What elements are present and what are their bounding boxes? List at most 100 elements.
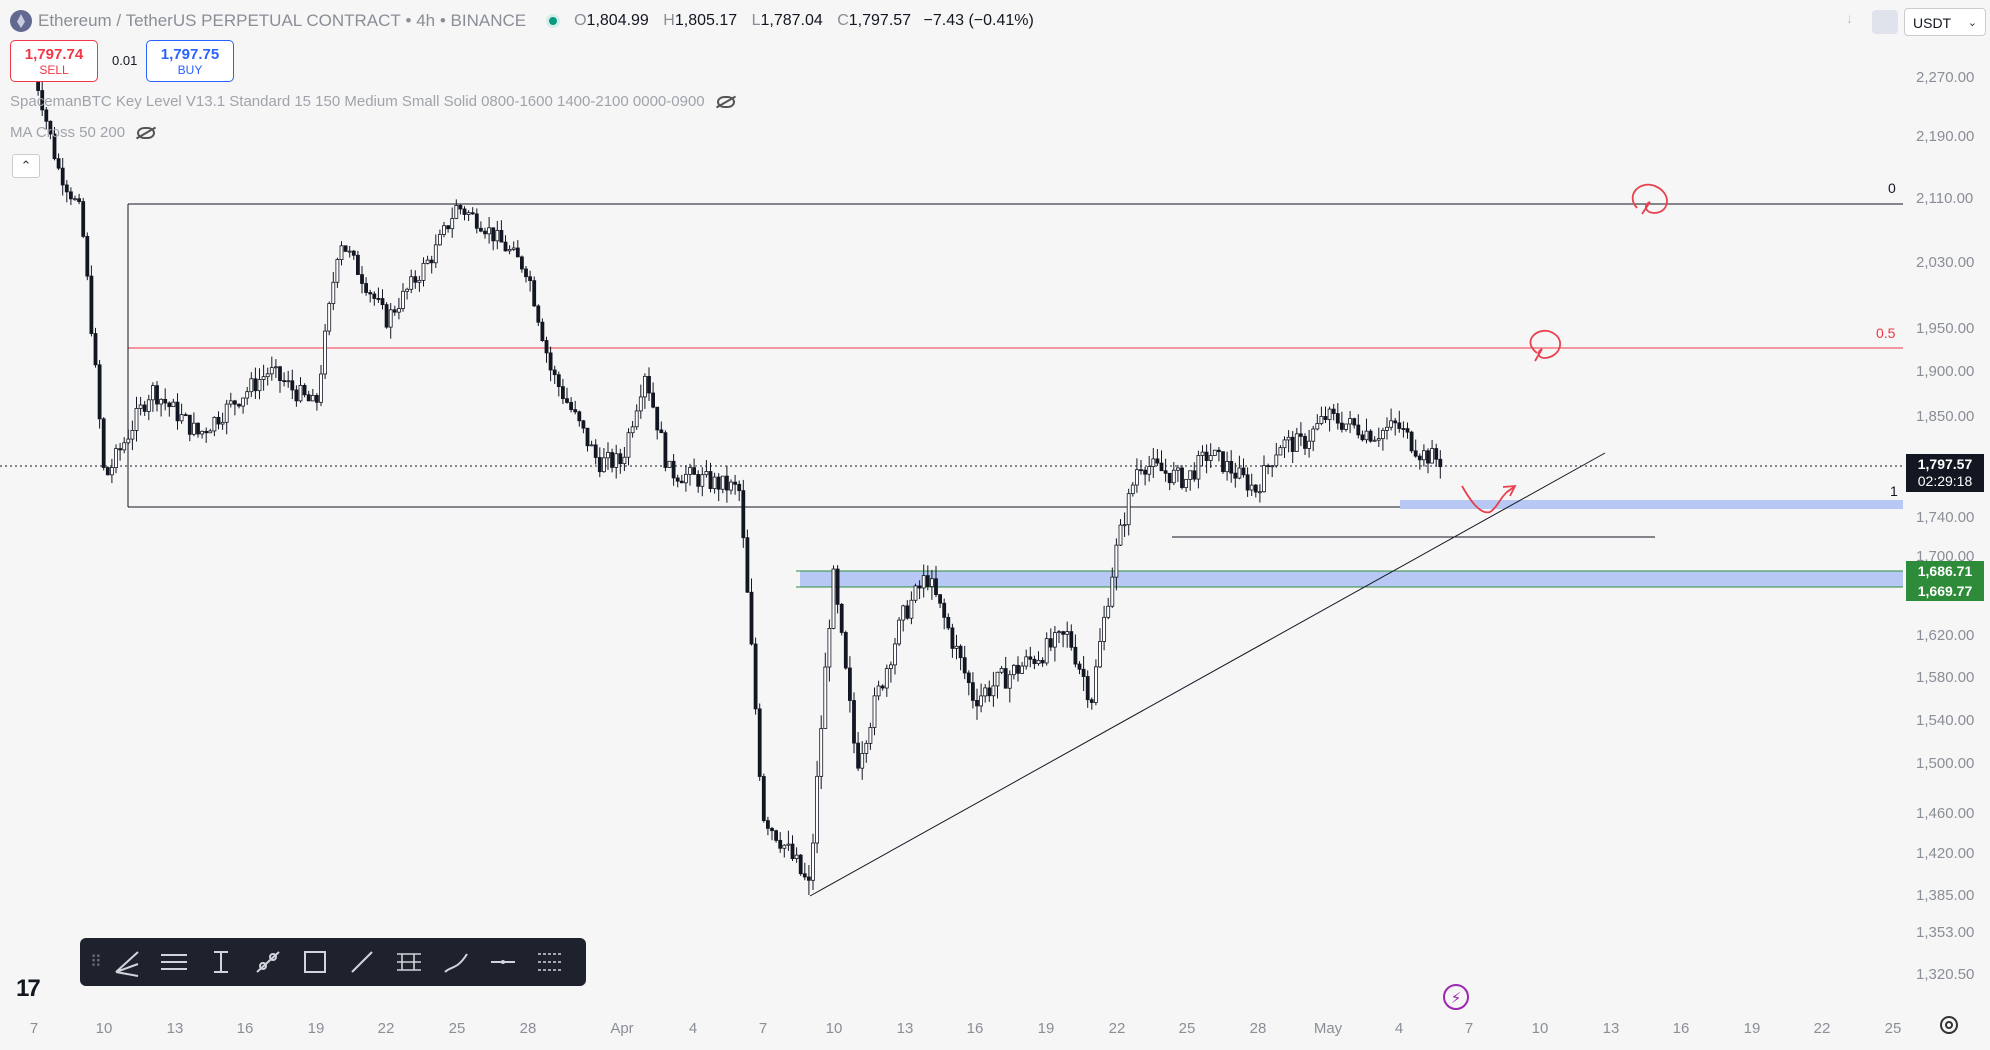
candle-countdown: 02:29:18 [1917,473,1973,489]
candle-body [253,378,258,392]
symbol-header[interactable]: Ethereum / TetherUS PERPETUAL CONTRACT •… [10,8,1034,34]
horizontal-lines-icon[interactable] [157,946,191,978]
drag-handle-icon[interactable]: ⠿ [90,954,102,971]
candle-body [1085,676,1090,701]
candle-body [848,667,852,701]
tradingview-logo[interactable]: 17 [16,975,41,1002]
close-key: C [837,12,849,29]
candle-body [114,448,118,468]
rectangle-icon[interactable] [298,946,332,978]
candle-body [380,298,385,306]
time-tick-label: 13 [166,1020,184,1037]
ruler-lines-icon[interactable] [533,946,567,978]
low-key: L [751,12,761,29]
ray-icon[interactable] [251,946,285,978]
candle-body [1020,665,1024,674]
candle-body [314,395,319,403]
candle-body [647,375,651,394]
candle-body [856,742,860,769]
candle-body [60,167,65,186]
measure-icon[interactable] [204,946,238,978]
candle-body [442,225,446,235]
candle-body [273,366,278,369]
candle-body [626,432,631,458]
candle-body [1089,699,1094,703]
buy-button[interactable]: 1,797.75 BUY [146,40,234,82]
candle-body [802,873,807,878]
lightning-icon[interactable]: ⚡ [1443,984,1469,1010]
candle-body [1422,450,1426,461]
path-icon[interactable] [392,946,426,978]
demand-zone[interactable] [800,571,1905,587]
candle-body [1024,656,1029,667]
candle-body [220,421,225,425]
collapse-indicators-button[interactable]: ⌃ [12,154,40,178]
indicator-ma-cross[interactable]: MA Cross 50 200 [10,124,156,141]
candle-body [934,578,938,595]
candle-body [1274,454,1279,467]
candle-body [663,432,668,468]
candle-body [183,414,188,417]
candle-body [1028,656,1033,660]
interval-label[interactable]: 4h [416,11,436,30]
candle-body [216,416,221,425]
candle-body [1352,418,1357,426]
candle-body [150,385,155,401]
high-key: H [663,12,675,29]
candle-body [593,444,598,458]
ethereum-logo-icon [10,10,32,32]
candle-body [921,575,926,589]
price-tick-label: 1,385.00 [1916,887,1975,904]
candle-body [524,268,528,278]
currency-select[interactable]: USDT ⌄ [1904,8,1986,36]
horizontal-line-icon[interactable] [486,946,520,978]
ascending-trendline[interactable] [809,452,1606,897]
current-price-label: 1,797.57 [1917,456,1973,472]
screenshot-icon[interactable] [1872,10,1898,34]
symbol-title[interactable]: Ethereum / TetherUS PERPETUAL CONTRACT [38,11,401,30]
market-status-icon[interactable] [546,14,561,28]
time-tick-label: 4 [688,1020,698,1037]
indicator-key-level[interactable]: SpacemanBTC Key Level V13.1 Standard 15 … [10,93,735,110]
candle-body [565,398,569,403]
trend-lines-icon[interactable] [110,946,144,978]
candle-body [520,256,524,270]
candle-body [1303,435,1307,449]
price-tick-label: 2,110.00 [1916,190,1974,207]
candle-body [392,309,397,313]
candle-body [1335,413,1340,424]
candle-body [368,292,373,295]
candle-body [1184,478,1188,488]
time-tick-label: 16 [1672,1020,1690,1037]
price-axis[interactable] [1903,0,1990,1050]
candle-body [474,213,479,229]
candle-body [897,619,901,645]
candle-body [1233,472,1238,479]
candle-body [1130,484,1135,495]
brush-icon[interactable] [439,946,473,978]
line-icon[interactable] [345,946,379,978]
candle-body [638,396,643,412]
hide-eye-icon[interactable] [137,126,156,139]
fib-label-0.5: 0.5 [1876,325,1896,341]
candle-body [1081,668,1086,677]
sell-button[interactable]: 1,797.74 SELL [10,40,98,82]
candle-body [323,330,328,375]
candle-body [1196,455,1201,480]
indicator-ma-cross-label: MA Cross 50 200 [10,124,126,141]
title-separator-2: • [435,11,451,30]
reversal-arrow-mid [1529,330,1562,359]
candle-body [483,230,487,235]
candle-body [774,830,778,841]
download-icon[interactable]: ↓ [1846,10,1853,26]
time-tick-label: 10 [1531,1020,1549,1037]
hide-eye-icon[interactable] [716,95,735,108]
candle-body [610,452,614,468]
settings-gear-icon[interactable] [1940,1016,1958,1034]
candle-body [556,374,561,388]
support-zone[interactable] [1400,500,1905,509]
candle-body [429,259,434,264]
candle-body [930,578,934,587]
